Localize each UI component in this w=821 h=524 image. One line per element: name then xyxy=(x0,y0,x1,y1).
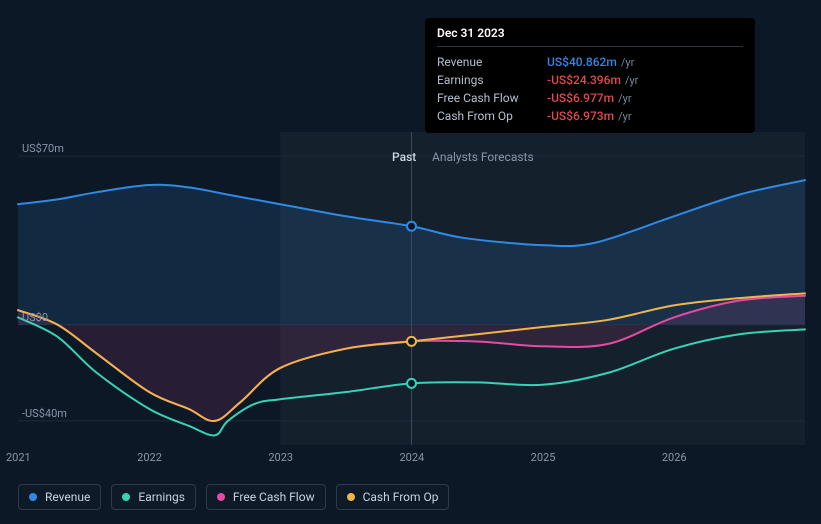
tooltip-row-label: Revenue xyxy=(437,55,547,69)
legend-item-label: Free Cash Flow xyxy=(233,490,315,504)
legend-item-label: Earnings xyxy=(138,490,185,504)
legend-item-label: Cash From Op xyxy=(363,490,439,504)
legend-dot-icon xyxy=(29,493,37,501)
tooltip-date: Dec 31 2023 xyxy=(437,26,743,47)
legend-dot-icon xyxy=(217,493,225,501)
x-axis-label: 2025 xyxy=(531,451,556,464)
x-axis-label: 2022 xyxy=(137,451,162,464)
chart-tooltip: Dec 31 2023 RevenueUS$40.862m/yrEarnings… xyxy=(425,18,755,133)
tooltip-row-value: -US$24.396m xyxy=(547,73,621,87)
tooltip-row-value: -US$6.977m xyxy=(547,91,614,105)
tooltip-row: Earnings-US$24.396m/yr xyxy=(437,71,743,89)
legend-item-fcf[interactable]: Free Cash Flow xyxy=(206,484,326,510)
section-label-past: Past xyxy=(392,150,416,164)
tooltip-row-unit: /yr xyxy=(618,92,631,105)
y-axis-label: US$0 xyxy=(22,311,48,324)
legend-item-earnings[interactable]: Earnings xyxy=(111,484,196,510)
x-axis-label: 2023 xyxy=(268,451,293,464)
tooltip-row-label: Earnings xyxy=(437,73,547,87)
tooltip-row-unit: /yr xyxy=(625,74,638,87)
x-axis-label: 2026 xyxy=(662,451,687,464)
tooltip-row-unit: /yr xyxy=(618,110,631,123)
legend-dot-icon xyxy=(347,493,355,501)
financials-chart: Dec 31 2023 RevenueUS$40.862m/yrEarnings… xyxy=(0,0,821,524)
y-axis-label: -US$40m xyxy=(22,407,67,420)
tooltip-row: Cash From Op-US$6.973m/yr xyxy=(437,107,743,125)
tooltip-rows: RevenueUS$40.862m/yrEarnings-US$24.396m/… xyxy=(437,53,743,125)
tooltip-row-value: -US$6.973m xyxy=(547,109,614,123)
tooltip-row-unit: /yr xyxy=(621,56,634,69)
legend-item-cfo[interactable]: Cash From Op xyxy=(336,484,450,510)
tooltip-row-value: US$40.862m xyxy=(547,55,617,69)
x-axis-label: 2024 xyxy=(400,451,425,464)
tooltip-row-label: Free Cash Flow xyxy=(437,91,547,105)
legend-dot-icon xyxy=(122,493,130,501)
legend: Revenue Earnings Free Cash Flow Cash From O… xyxy=(18,484,449,510)
y-axis-label: US$70m xyxy=(22,142,64,155)
section-label-forecast: Analysts Forecasts xyxy=(432,150,534,164)
legend-item-revenue[interactable]: Revenue xyxy=(18,484,101,510)
x-axis-label: 2021 xyxy=(6,451,31,464)
tooltip-row: RevenueUS$40.862m/yr xyxy=(437,53,743,71)
legend-item-label: Revenue xyxy=(45,490,90,504)
tooltip-row-label: Cash From Op xyxy=(437,109,547,123)
tooltip-row: Free Cash Flow-US$6.977m/yr xyxy=(437,89,743,107)
